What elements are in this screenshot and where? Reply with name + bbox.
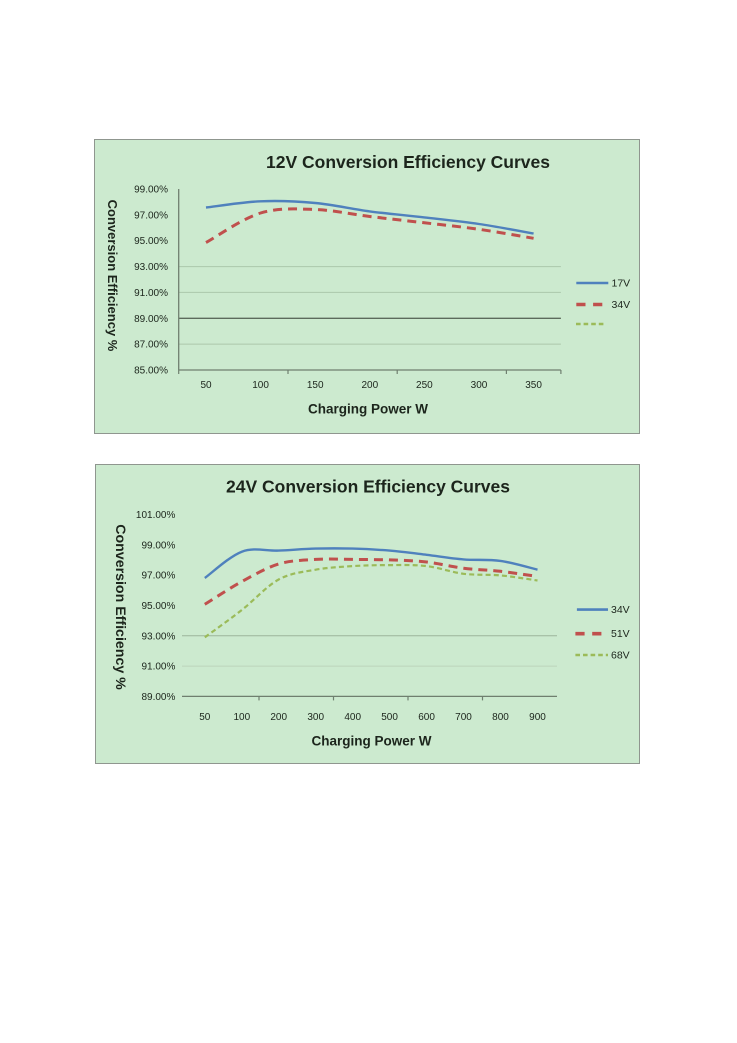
svg-text:99.00%: 99.00% [141,540,175,551]
svg-text:89.00%: 89.00% [141,692,175,703]
svg-text:400: 400 [344,712,361,723]
svg-text:95.00%: 95.00% [134,236,168,247]
svg-text:50: 50 [199,712,211,723]
svg-text:200: 200 [270,712,287,723]
svg-text:100: 100 [252,380,269,391]
svg-text:500: 500 [381,712,398,723]
svg-text:93.00%: 93.00% [134,262,168,273]
svg-text:50: 50 [200,380,212,391]
svg-text:Conversion Efficiency %: Conversion Efficiency % [105,200,120,352]
svg-text:300: 300 [307,712,324,723]
svg-text:91.00%: 91.00% [134,288,168,299]
svg-text:85.00%: 85.00% [134,366,168,377]
svg-text:200: 200 [361,380,378,391]
svg-text:300: 300 [471,380,488,391]
svg-text:17V: 17V [612,278,631,290]
svg-text:350: 350 [525,380,542,391]
svg-text:51V: 51V [611,628,630,640]
svg-text:99.00%: 99.00% [134,185,168,196]
svg-text:89.00%: 89.00% [134,314,168,325]
svg-text:34V: 34V [612,299,631,311]
svg-text:250: 250 [416,380,433,391]
svg-text:100: 100 [233,712,250,723]
svg-text:900: 900 [529,712,546,723]
svg-text:97.00%: 97.00% [141,571,175,582]
svg-text:101.00%: 101.00% [136,510,176,521]
svg-text:34V: 34V [611,604,630,616]
svg-text:95.00%: 95.00% [141,601,175,612]
svg-text:87.00%: 87.00% [134,340,168,351]
svg-text:600: 600 [418,712,435,723]
svg-text:150: 150 [307,380,324,391]
svg-text:800: 800 [492,712,509,723]
svg-text:93.00%: 93.00% [141,631,175,642]
svg-text:700: 700 [455,712,472,723]
svg-text:68V: 68V [611,650,630,662]
svg-text:97.00%: 97.00% [134,210,168,221]
svg-text:12V Conversion Efficiency Curv: 12V Conversion Efficiency Curves [266,152,550,172]
svg-text:91.00%: 91.00% [141,662,175,673]
svg-text:24V Conversion Efficiency Curv: 24V Conversion Efficiency Curves [226,477,510,497]
svg-text:Conversion Efficiency %: Conversion Efficiency % [112,524,128,690]
svg-text:Charging Power W: Charging Power W [311,734,431,749]
svg-text:Charging Power W: Charging Power W [308,402,428,417]
